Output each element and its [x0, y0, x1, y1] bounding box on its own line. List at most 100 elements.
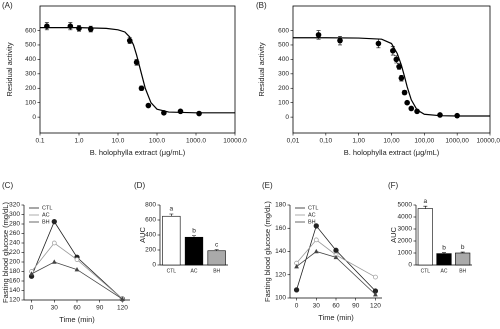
x-tick-label: CTL	[167, 268, 177, 274]
y-tick-label: 300	[278, 71, 289, 78]
data-point	[337, 37, 343, 44]
legend-label: CTL	[42, 205, 52, 211]
x-tick-label: BH	[213, 268, 220, 274]
y-tick-label: 240	[9, 240, 20, 247]
x-tick-label: 10.0	[112, 138, 125, 145]
y-tick-label: 400	[25, 56, 36, 63]
error-bar	[169, 213, 174, 217]
marker	[51, 218, 57, 225]
y-tick-label: 140	[275, 248, 286, 255]
series-line	[296, 225, 376, 292]
y-axis-label: AUC	[389, 227, 398, 243]
y-axis-label: Fasting blood glucose (mg/dL)	[263, 201, 272, 302]
marker	[51, 240, 57, 246]
marker	[74, 267, 80, 272]
x-tick-label: 30	[313, 303, 321, 310]
x-tick-label: 1,00	[352, 138, 365, 145]
data-point	[161, 109, 167, 116]
data-point	[396, 63, 402, 70]
y-tick-label: 100	[25, 99, 36, 106]
x-tick-label: BH	[459, 268, 466, 274]
data-point	[126, 37, 133, 44]
marker	[373, 274, 378, 280]
marker	[293, 287, 300, 293]
data-point	[401, 89, 408, 96]
data-point	[393, 56, 400, 63]
data-point	[398, 75, 405, 81]
x-axis-label: Time (min)	[318, 313, 354, 322]
y-tick-label: 500	[25, 42, 36, 49]
marker	[294, 264, 299, 269]
x-tick-label: 60	[332, 303, 340, 310]
data-point	[133, 59, 140, 66]
legend-label: CTL	[308, 205, 318, 211]
y-tick-label: 200	[9, 259, 20, 266]
bar-annotation: c	[215, 241, 219, 248]
series-line	[296, 239, 376, 278]
y-tick-label: 800	[145, 202, 156, 209]
error-bar	[192, 235, 196, 238]
x-tick-label: 10000,00	[476, 138, 500, 145]
error-bar	[442, 252, 446, 254]
data-point	[196, 110, 202, 117]
x-tick-label: 100.0	[149, 138, 166, 145]
y-tick-label: 200	[25, 85, 36, 92]
marker	[120, 296, 125, 301]
y-axis-label: Residual activity	[5, 42, 14, 96]
y-tick-label: 160	[275, 225, 286, 232]
panel-label: (E)	[262, 181, 273, 190]
fit-curve	[293, 37, 490, 117]
bar-annotation: b	[192, 227, 196, 234]
data-point	[315, 32, 322, 38]
x-tick-label: 1000,00	[445, 138, 469, 145]
y-tick-label: 0	[285, 114, 289, 121]
data-point	[67, 23, 74, 30]
x-axis-label: B. holophylla extract (μg/mL)	[90, 148, 186, 157]
panel-label: (A)	[2, 1, 13, 10]
y-tick-label: 140	[9, 287, 20, 294]
data-point	[76, 25, 82, 32]
plot-frame	[39, 5, 236, 134]
data-point	[404, 99, 410, 106]
x-tick-label: CTL	[421, 268, 431, 274]
y-tick-label: 400	[145, 232, 156, 239]
data-point	[145, 102, 152, 109]
bar-annotation: b	[442, 244, 446, 251]
y-tick-label: 600	[278, 27, 289, 34]
legend-label: BH	[308, 219, 316, 225]
y-tick-label: 3000	[398, 226, 413, 233]
y-tick-label: 0	[408, 262, 412, 269]
x-tick-label: AC	[191, 268, 198, 274]
y-tick-label: 400	[278, 56, 289, 63]
y-tick-label: 120	[9, 297, 20, 304]
y-tick-label: 0	[152, 262, 156, 269]
marker	[333, 247, 339, 253]
y-tick-label: 4000	[398, 214, 413, 221]
series-line	[296, 251, 376, 295]
panel-label: (B)	[256, 1, 267, 10]
bar-annotation: b	[461, 244, 465, 251]
x-tick-label: 10,00	[383, 138, 400, 145]
panel-label: (C)	[2, 181, 13, 190]
error-bar	[460, 251, 465, 253]
x-tick-label: 0	[30, 305, 34, 312]
x-tick-label: 120	[370, 303, 381, 310]
data-point	[177, 108, 184, 115]
y-tick-label: 200	[145, 247, 156, 254]
x-tick-label: 0.1	[35, 138, 44, 145]
legend-label: BH	[42, 219, 50, 225]
data-point	[408, 105, 415, 112]
x-tick-label: 90	[96, 305, 104, 312]
fit-curve	[40, 27, 235, 114]
y-tick-label: 100	[275, 295, 286, 302]
marker	[313, 223, 319, 229]
data-point	[437, 112, 443, 118]
y-tick-label: 120	[275, 271, 286, 278]
plot-frame	[292, 5, 491, 134]
data-point	[454, 112, 460, 119]
x-tick-label: 1000.0	[186, 138, 206, 145]
data-point	[414, 108, 420, 115]
panel-label: (D)	[134, 181, 145, 190]
bar-annotation: a	[424, 198, 428, 205]
